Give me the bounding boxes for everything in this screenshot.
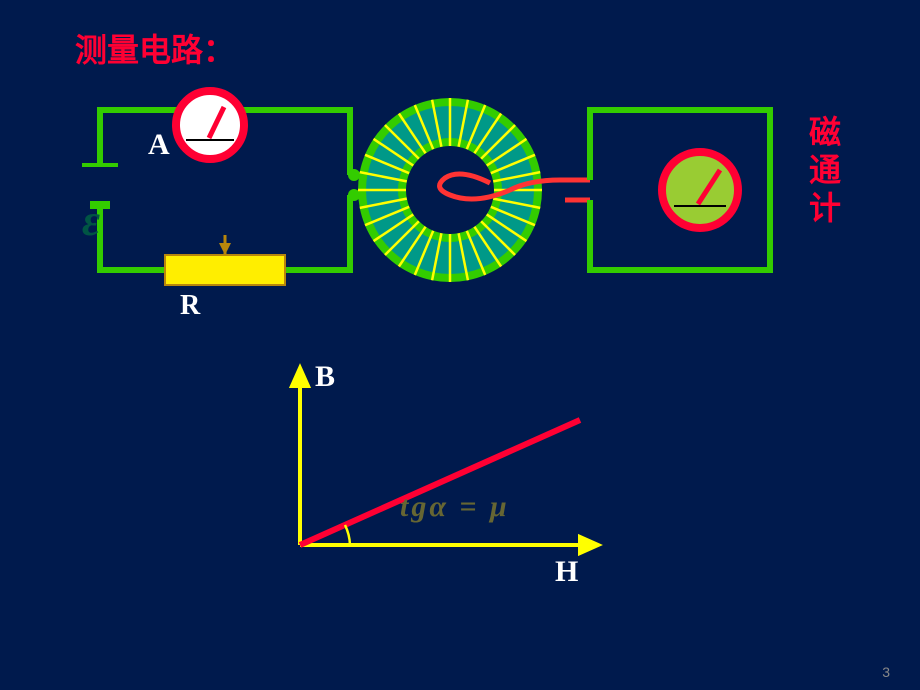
ammeter [176,91,244,159]
emf-label: ε [82,195,100,246]
variable-resistor [165,235,285,285]
axis-h-label: H [555,555,578,589]
fluxmeter-label: 磁通计 [800,115,846,229]
page-number: 3 [882,664,890,680]
ammeter-label: A [148,128,170,162]
angle-arc [345,525,350,545]
resistor-label: R [180,290,200,322]
graph-line [300,420,580,545]
axis-b-label: B [315,360,335,394]
circuit-diagram [0,0,920,350]
fluxmeter [662,152,738,228]
equation-label: tgα = μ [400,490,510,524]
terminal-dot [348,169,360,181]
